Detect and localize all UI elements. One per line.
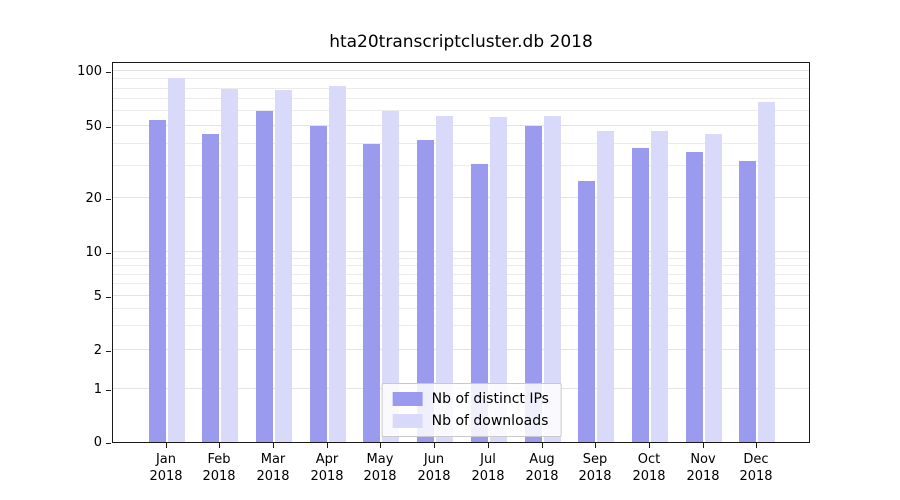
y-tick-mark: [106, 351, 111, 353]
gridline: [113, 265, 809, 267]
y-tick-mark: [106, 443, 111, 444]
bar-nb-of-distinct-ips-jun: [417, 139, 434, 442]
bar-nb-of-downloads-feb: [221, 88, 238, 442]
bar-nb-of-downloads-nov: [705, 134, 722, 442]
x-tick-label-feb: Feb 2018: [202, 452, 236, 484]
gridline: [113, 70, 809, 71]
x-tick-label-aug: Aug 2018: [525, 452, 559, 484]
y-tick-mark: [106, 126, 111, 128]
bar-nb-of-distinct-ips-nov: [686, 151, 703, 442]
x-tick-label-sep: Sep 2018: [578, 452, 612, 484]
legend-swatch-distinct-ips-icon: [392, 392, 423, 406]
bar-nb-of-downloads-jul: [490, 116, 507, 442]
gridline: [113, 124, 809, 126]
gridline: [113, 142, 809, 144]
x-tick-mark: [756, 443, 757, 448]
bar-nb-of-distinct-ips-aug: [525, 125, 542, 442]
gridline: [113, 251, 809, 253]
bar-nb-of-distinct-ips-jul: [471, 163, 488, 442]
chart-title: hta20transcriptcluster.db 2018: [329, 32, 593, 52]
gridline: [113, 98, 809, 100]
x-tick-mark: [166, 443, 167, 448]
y-tick-label: 0: [93, 435, 102, 450]
bar-nb-of-downloads-apr: [329, 85, 346, 442]
x-tick-mark: [434, 443, 435, 448]
gridline: [113, 325, 809, 327]
bar-nb-of-distinct-ips-apr: [310, 125, 327, 442]
bars-layer: [113, 63, 809, 442]
y-tick-label: 5: [93, 288, 102, 304]
y-tick-mark: [106, 390, 111, 392]
y-tick-label: 10: [85, 245, 102, 261]
gridline: [113, 257, 809, 259]
plot-area: Nb of distinct IPs Nb of downloads: [112, 62, 810, 443]
bar-nb-of-distinct-ips-may: [363, 143, 380, 442]
bar-nb-of-downloads-jan: [168, 77, 185, 442]
bar-nb-of-downloads-jun: [436, 115, 453, 442]
gridline: [113, 197, 809, 199]
y-tick-mark: [106, 199, 111, 201]
bar-nb-of-distinct-ips-sep: [578, 180, 595, 442]
y-tick-label: 50: [85, 118, 102, 134]
x-tick-label-oct: Oct 2018: [632, 452, 666, 484]
bar-nb-of-distinct-ips-feb: [202, 134, 219, 442]
x-tick-mark: [649, 443, 650, 448]
gridline: [113, 165, 809, 167]
x-tick-mark: [219, 443, 220, 448]
gridline: [113, 87, 809, 89]
bar-nb-of-distinct-ips-mar: [256, 111, 273, 442]
legend-label-downloads: Nb of downloads: [431, 413, 549, 429]
x-tick-label-may: May 2018: [363, 452, 397, 484]
y-tick-label: 100: [77, 64, 102, 79]
y-tick-mark: [106, 253, 111, 255]
x-tick-label-jun: Jun 2018: [417, 452, 451, 484]
x-tick-label-mar: Mar 2018: [256, 452, 290, 484]
x-tick-label-apr: Apr 2018: [310, 452, 344, 484]
bar-nb-of-distinct-ips-jan: [149, 119, 166, 442]
x-tick-mark: [380, 443, 381, 448]
x-tick-mark: [488, 443, 489, 448]
legend-item-distinct-ips: Nb of distinct IPs: [392, 391, 549, 407]
x-tick-mark: [273, 443, 274, 448]
x-tick-mark: [595, 443, 596, 448]
bar-nb-of-downloads-mar: [275, 89, 292, 442]
bar-nb-of-downloads-oct: [651, 130, 668, 442]
bar-nb-of-downloads-aug: [544, 115, 561, 442]
bar-nb-of-downloads-sep: [597, 130, 614, 442]
gridline: [113, 273, 809, 275]
x-tick-mark: [703, 443, 704, 448]
y-tick-label: 2: [93, 343, 102, 359]
gridline: [113, 110, 809, 112]
x-tick-label-nov: Nov 2018: [686, 452, 720, 484]
bar-nb-of-downloads-dec: [758, 101, 775, 442]
legend-label-distinct-ips: Nb of distinct IPs: [431, 391, 549, 407]
gridline: [113, 294, 809, 296]
legend-swatch-downloads-icon: [392, 414, 423, 428]
legend: Nb of distinct IPs Nb of downloads: [381, 383, 562, 437]
bar-nb-of-distinct-ips-oct: [632, 147, 649, 442]
x-tick-mark: [542, 443, 543, 448]
legend-item-downloads: Nb of downloads: [392, 413, 549, 429]
gridline: [113, 308, 809, 310]
x-tick-mark: [327, 443, 328, 448]
y-tick-label: 1: [93, 382, 102, 398]
y-tick-mark: [106, 72, 111, 73]
gridline: [113, 78, 809, 80]
x-tick-label-dec: Dec 2018: [739, 452, 773, 484]
bar-nb-of-distinct-ips-dec: [739, 161, 756, 442]
bar-nb-of-downloads-may: [382, 111, 399, 442]
x-tick-label-jan: Jan 2018: [149, 452, 183, 484]
x-tick-label-jul: Jul 2018: [471, 452, 505, 484]
gridlines: [113, 63, 809, 442]
y-tick-label: 20: [85, 191, 102, 207]
gridline: [113, 283, 809, 285]
y-tick-mark: [106, 296, 111, 298]
gridline: [113, 349, 809, 351]
